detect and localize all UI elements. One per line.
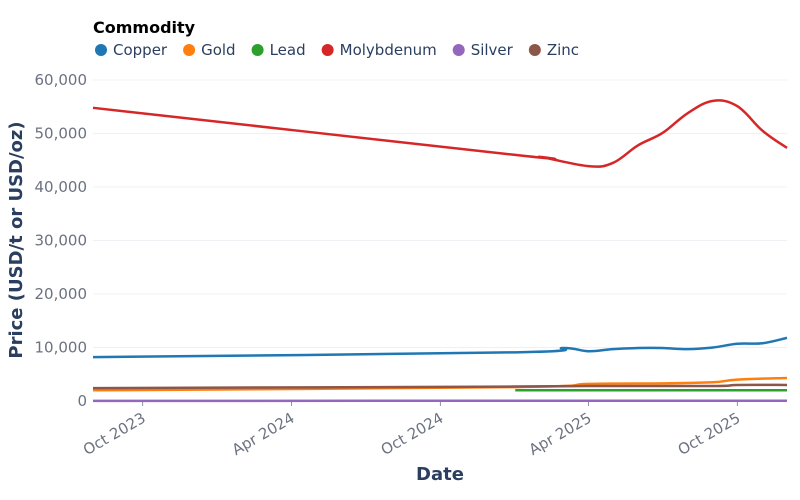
y-axis-title: Price (USD/t or USD/oz) (6, 121, 27, 358)
legend-label: Silver (471, 41, 514, 59)
series-lines (92, 99, 788, 403)
legend-marker (528, 44, 541, 56)
gridlines (93, 79, 787, 406)
legend-item-molybdenum[interactable]: Molybdenum (321, 41, 437, 59)
legend-item-copper[interactable]: Copper (95, 41, 168, 59)
series-line-molybdenum (92, 99, 788, 168)
legend-item-silver[interactable]: Silver (452, 41, 514, 59)
y-tick-label: 40,000 (35, 178, 88, 196)
series-line-copper (92, 336, 788, 359)
legend-label: Lead (270, 41, 306, 59)
y-tick-label: 10,000 (35, 339, 88, 357)
y-tick-label: 20,000 (35, 285, 88, 303)
y-tick-label: 60,000 (35, 71, 88, 89)
x-tick-labels: Oct 2023 Apr 2024 Oct 2024 Apr 2025 Oct 2025 (80, 409, 743, 459)
legend-marker (452, 44, 465, 56)
legend-marker (251, 44, 264, 56)
legend-marker (321, 44, 334, 56)
legend-item-gold[interactable]: Gold (183, 41, 236, 59)
x-tick-label: Apr 2024 (229, 409, 298, 459)
x-axis-title: Date (416, 464, 464, 485)
legend-label: Copper (113, 41, 168, 59)
legend-marker (183, 44, 196, 56)
series-line-gold (92, 376, 788, 392)
y-tick-label: 50,000 (35, 125, 88, 143)
x-tick-label: Oct 2023 (80, 409, 149, 459)
legend-item-zinc[interactable]: Zinc (528, 41, 579, 59)
y-tick-labels: 0 10,000 20,000 30,000 40,000 50,000 60,000 (35, 71, 88, 410)
legend-label: Zinc (547, 41, 579, 59)
legend-label: Molybdenum (340, 41, 437, 59)
legend: Copper Gold Lead Molybdenum Silver Zinc (95, 41, 579, 59)
legend-title: Commodity (93, 18, 196, 37)
legend-label: Gold (201, 41, 236, 59)
y-tick-label: 30,000 (35, 232, 88, 250)
x-tick-label: Oct 2025 (675, 409, 744, 459)
series-line-zinc (92, 383, 788, 390)
legend-marker (95, 44, 107, 56)
legend-item-lead[interactable]: Lead (251, 41, 306, 59)
y-tick-label: 0 (77, 392, 87, 410)
x-tick-label: Apr 2025 (526, 409, 595, 459)
x-tick-label: Oct 2024 (378, 409, 447, 459)
